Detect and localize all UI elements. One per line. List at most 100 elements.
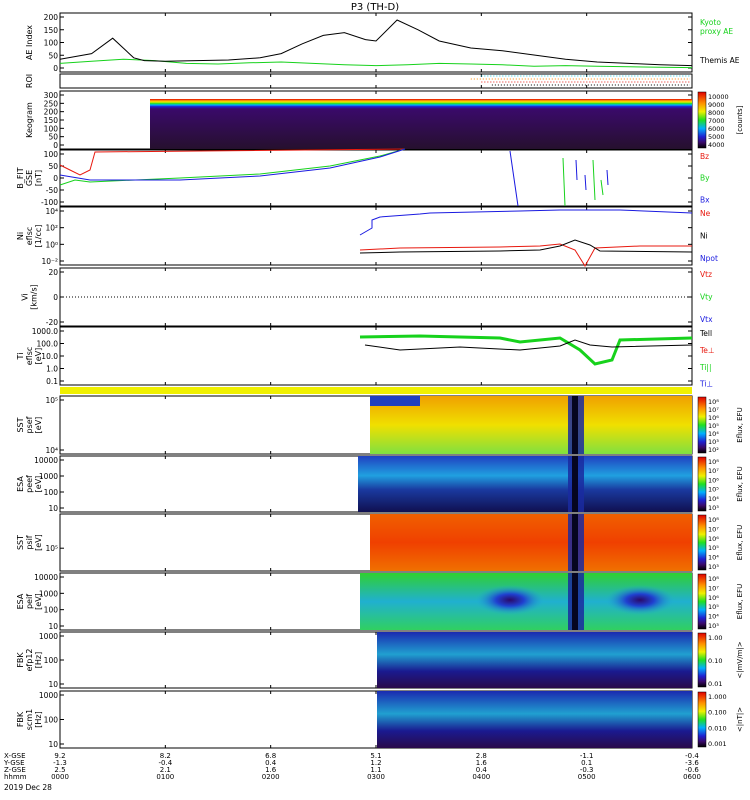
panel-ylabel-line: peif bbox=[25, 594, 34, 609]
panel-ylabel-line: ESA bbox=[16, 476, 25, 492]
ytick-label: 1000 bbox=[39, 472, 58, 481]
colorbar-tick: 0.100 bbox=[708, 709, 727, 717]
ytick-label: 100.0 bbox=[37, 340, 59, 349]
ytick-label: 300 bbox=[44, 91, 59, 100]
legend-entry: Vtz bbox=[700, 270, 712, 279]
panel-ylabel: AE Index bbox=[25, 25, 34, 60]
colorbar-tick: 10⁵ bbox=[708, 486, 719, 494]
panel-ylabel-line: [eV] bbox=[34, 348, 43, 365]
legend-entry: Bz bbox=[700, 152, 709, 161]
esa-i-blob bbox=[475, 585, 545, 615]
xaxis-tick-value: -0.4 bbox=[685, 752, 699, 760]
panel-ylabel-line: efp12 bbox=[25, 649, 34, 672]
xaxis-row-label: Z-GSE bbox=[4, 766, 26, 774]
xaxis-row-label: hhmm bbox=[4, 773, 27, 781]
xaxis-tick-value: 2.1 bbox=[160, 766, 171, 774]
legend-entry: Ne bbox=[700, 209, 711, 218]
colorbar-tick: 10⁸ bbox=[708, 458, 719, 466]
xaxis-tick-value: -1.1 bbox=[580, 752, 594, 760]
ytick-label: 100 bbox=[44, 488, 59, 497]
ytick-label: 100 bbox=[44, 150, 59, 159]
ytick-label: 100 bbox=[44, 124, 59, 133]
xaxis-tick-value: -0.6 bbox=[685, 766, 699, 774]
data-layer bbox=[59, 19, 693, 748]
colorbar-tick: 0.001 bbox=[708, 740, 727, 748]
colorbar-tick: 10⁴ bbox=[708, 613, 719, 621]
panel-ylabel-line: FBK bbox=[16, 711, 25, 727]
colorbar bbox=[697, 91, 707, 149]
panel-ylabel: FBKefp12[Hz] bbox=[16, 649, 43, 672]
xaxis-tick-value: 1.1 bbox=[370, 766, 381, 774]
colorbar-tick: 10⁷ bbox=[708, 525, 719, 533]
ti-par-line bbox=[359, 334, 693, 366]
legend-entry: Vtx bbox=[700, 315, 713, 324]
legend-entry: proxy AE bbox=[700, 27, 733, 36]
xaxis-tick-value: 0.4 bbox=[476, 766, 488, 774]
ytick-label: 1000 bbox=[39, 589, 58, 598]
colorbar-label: <|mV/m|> bbox=[736, 641, 744, 678]
panel-ylabel-line: SST bbox=[16, 535, 25, 550]
ytick-label: 50 bbox=[48, 133, 58, 142]
panel-ylabel-line: [km/s] bbox=[30, 284, 39, 310]
ytick-label: 1000.0 bbox=[32, 327, 58, 336]
xaxis-tick-value: 0.4 bbox=[265, 759, 277, 767]
panel-ylabel-line: [eV] bbox=[34, 417, 43, 434]
sst-e-feature bbox=[370, 396, 420, 406]
panel-ylabel: Nieflsc[1/cc] bbox=[16, 225, 43, 248]
colorbar bbox=[697, 573, 707, 630]
xaxis-tick-value: 5.1 bbox=[370, 752, 381, 760]
colorbar-tick: 10⁶ bbox=[708, 476, 719, 484]
xaxis-tick-value: 0500 bbox=[578, 773, 596, 781]
keogram-image bbox=[150, 99, 692, 149]
by-line bbox=[59, 148, 406, 186]
esa-i-blob bbox=[605, 585, 675, 615]
colorbar-tick: 9000 bbox=[708, 101, 725, 109]
ytick-label: 0 bbox=[53, 293, 58, 302]
xaxis-tick-value: -3.6 bbox=[685, 759, 699, 767]
colorbar-tick: 1.000 bbox=[708, 693, 727, 701]
panel-ylabel-line: peef bbox=[25, 475, 34, 493]
panel-ylabel-line: Ni bbox=[16, 232, 25, 240]
ytick-label: -100 bbox=[41, 198, 58, 207]
ytick-label: 200 bbox=[44, 13, 59, 22]
xaxis-tick-value: 6.8 bbox=[265, 752, 276, 760]
ytick-label: -50 bbox=[46, 186, 58, 195]
panel-ti: Tieflsc[eV] 1000.0 100.0 10.0 1.0 0.1 Tell Te⊥ T… bbox=[16, 326, 714, 389]
colorbar-tick: 10⁸ bbox=[708, 516, 719, 524]
panel-ylabel-line: eflsc bbox=[25, 227, 34, 246]
colorbar-tick: 10⁷ bbox=[708, 406, 719, 414]
ytick-label: 10⁰ bbox=[45, 240, 58, 249]
panel-ylabel: FBKscm1[Hz] bbox=[16, 709, 43, 730]
panel-ylabel: Tieflsc[eV] bbox=[16, 347, 43, 366]
colorbar bbox=[697, 514, 707, 571]
ytick-label: 10 bbox=[48, 680, 58, 689]
colorbar bbox=[697, 456, 707, 512]
panel-ylabel-line: psef bbox=[25, 416, 34, 433]
ytick-label: 10000 bbox=[34, 456, 58, 465]
xaxis-row-label: X-GSE bbox=[4, 752, 26, 760]
panel-fbk_e: FBKefp12[Hz] 1000 100 10 1.00 0.10 0.01 <|mV/m|… bbox=[16, 631, 744, 689]
colorbar-label: [counts] bbox=[736, 105, 744, 134]
panel-ylabel-line: psif bbox=[25, 535, 34, 549]
panel-frame bbox=[59, 12, 693, 73]
colorbar-tick: 10⁶ bbox=[708, 414, 719, 422]
xaxis-tick-value: -0.4 bbox=[158, 759, 172, 767]
npot-line bbox=[359, 209, 693, 236]
ytick-label: 20 bbox=[48, 268, 58, 277]
colorbar-tick: 10⁶ bbox=[708, 594, 719, 602]
colorbar-tick: 1.00 bbox=[708, 634, 722, 642]
colorbar-label: Eflux, EFU bbox=[736, 584, 744, 619]
colorbar-tick: 5000 bbox=[708, 133, 725, 141]
xaxis-tick-value: 1.2 bbox=[370, 759, 381, 767]
gap-core bbox=[572, 573, 578, 630]
colorbar-tick: 10⁷ bbox=[708, 467, 719, 475]
ytick-label: 100 bbox=[44, 39, 59, 48]
panel-ylabel-line: FBK bbox=[16, 652, 25, 668]
ne-line bbox=[359, 243, 692, 267]
xaxis-tick-value: 1.6 bbox=[476, 759, 488, 767]
panel-ylabel-line: B_FIT bbox=[16, 167, 25, 188]
ytick-label: 50 bbox=[48, 51, 58, 60]
ytick-label: 200 bbox=[44, 108, 59, 117]
